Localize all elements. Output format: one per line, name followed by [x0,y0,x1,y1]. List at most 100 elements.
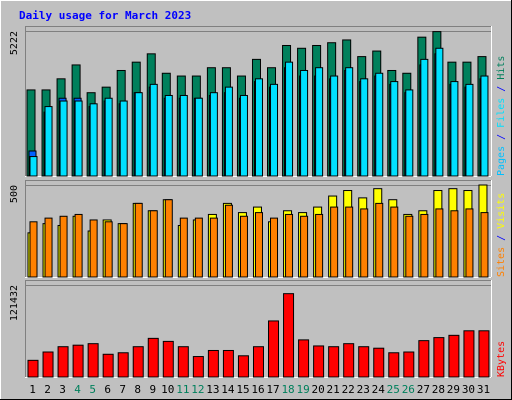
bar-sites [450,210,459,278]
bar-sites [164,199,173,278]
bar-sites [194,217,203,278]
bar-kbytes [268,320,280,378]
bar-sites [405,215,414,278]
day-label: 18 [281,383,294,396]
bar-kbytes [358,346,370,378]
bar-kbytes [388,352,400,378]
day-label: 1 [29,383,36,396]
kbytes-panel: 121432 KBytes [9,280,507,378]
bar-files [104,97,113,177]
day-label: 6 [104,383,111,396]
day-label: 14 [221,383,235,396]
bar-files [44,106,53,177]
day-label: 23 [357,383,370,396]
bar-files [209,92,218,177]
hits-files-pages-series-label-part: Hits [496,56,507,80]
bar-kbytes [463,330,475,378]
bar-files [164,94,173,177]
bar-kbytes [72,344,84,378]
day-label: 7 [119,383,126,396]
bar-sites [390,206,399,278]
bar-files [59,100,68,177]
bar-sites [480,212,489,278]
bar-kbytes [328,346,340,378]
bar-sites [149,210,158,278]
bar-kbytes [132,346,144,378]
hits-files-pages-series-label-part: / [496,80,507,98]
day-label: 19 [296,383,309,396]
day-label: 31 [477,383,490,396]
day-label: 20 [312,383,325,396]
bar-sites [209,217,218,278]
bar-kbytes [87,343,99,378]
bar-kbytes [207,349,219,378]
bar-files [345,67,354,177]
bar-sites [59,215,68,278]
bar-kbytes [27,359,39,378]
x-axis-day-labels: 1 2 3 4 5 6 7 8 9 10 11 12 13 14 15 16 17 18 19 20 21 22 23 24 2… [29,383,490,396]
bar-sites [179,217,188,278]
day-label: 12 [191,383,204,396]
day-label: 2 [44,383,51,396]
bar-kbytes [222,349,234,378]
bar-files [149,83,158,177]
kbytes-ymax-label: 121432 [9,285,20,321]
bar-sites [239,215,248,278]
bar-sites [465,208,474,278]
day-label: 24 [372,383,386,396]
bar-kbytes [418,340,430,378]
bar-sites [270,217,279,278]
hits-files-pages-ymax-label: 5222 [9,31,20,55]
bar-files [29,156,38,177]
kbytes-series-label: KBytes [496,341,507,377]
bar-kbytes [57,346,69,378]
day-label: 13 [206,383,219,396]
bar-kbytes [283,293,295,378]
bar-sites [330,206,339,278]
day-label: 9 [149,383,156,396]
bar-sites [285,213,294,278]
hits-files-pages-panel: 5222 Pages / Files / Hits [9,26,507,177]
bar-files [270,83,279,177]
bar-kbytes [102,353,114,378]
bar-kbytes [313,345,325,378]
bar-kbytes [343,343,355,378]
bar-kbytes [448,334,460,378]
bar-sites [104,221,113,278]
bar-kbytes [298,339,310,378]
bar-kbytes [403,351,415,378]
bar-files [194,97,203,177]
bar-kbytes [478,330,490,378]
bar-sites [420,213,429,278]
hits-files-pages-series-label: Pages / Files / Hits [496,56,507,176]
bar-kbytes [147,337,159,378]
bar-sites [89,219,98,278]
day-label: 10 [161,383,174,396]
day-label: 25 [387,383,400,396]
day-label: 5 [89,383,96,396]
visits-sites-series-label-part: Sites [496,247,507,277]
day-label: 30 [462,383,475,396]
bar-sites [134,202,143,278]
bar-files [239,94,248,177]
hits-files-pages-series-label-part: Files [496,98,507,128]
bar-files [375,72,384,177]
kbytes-series-label-part: KBytes [496,341,507,377]
bar-files [435,47,444,177]
bar-kbytes [373,347,385,378]
bar-sites [375,202,384,278]
day-label: 21 [327,383,340,396]
day-label: 4 [74,383,81,396]
bar-kbytes [433,337,445,378]
visits-sites-series-label: Sites / Visits [496,193,507,277]
day-label: 11 [176,383,189,396]
bar-sites [435,208,444,278]
chart-title: Daily usage for March 2023 [19,9,191,22]
day-label: 3 [59,383,66,396]
bar-kbytes [192,356,204,378]
day-label: 8 [134,383,141,396]
bar-sites [360,208,369,278]
bar-files [89,103,98,177]
bar-files [224,86,233,177]
